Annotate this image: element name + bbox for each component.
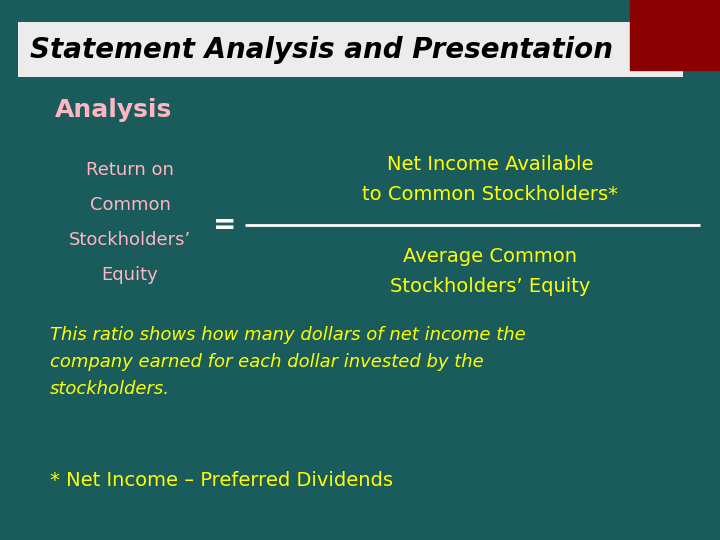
Text: Common: Common bbox=[89, 196, 171, 214]
Text: Stockholders’ Equity: Stockholders’ Equity bbox=[390, 278, 590, 296]
Text: =: = bbox=[213, 211, 237, 239]
Text: Statement Analysis and Presentation: Statement Analysis and Presentation bbox=[30, 36, 613, 64]
Text: Average Common: Average Common bbox=[403, 247, 577, 267]
Text: * Net Income – Preferred Dividends: * Net Income – Preferred Dividends bbox=[50, 470, 393, 489]
Text: Return on: Return on bbox=[86, 161, 174, 179]
Text: Equity: Equity bbox=[102, 266, 158, 284]
Text: to Common Stockholders*: to Common Stockholders* bbox=[362, 186, 618, 205]
Text: Stockholders’: Stockholders’ bbox=[69, 231, 191, 249]
Text: Analysis: Analysis bbox=[55, 98, 172, 122]
Text: Net Income Available: Net Income Available bbox=[387, 156, 593, 174]
Text: This ratio shows how many dollars of net income the: This ratio shows how many dollars of net… bbox=[50, 326, 526, 344]
Text: stockholders.: stockholders. bbox=[50, 380, 170, 398]
Text: company earned for each dollar invested by the: company earned for each dollar invested … bbox=[50, 353, 484, 371]
FancyBboxPatch shape bbox=[18, 22, 683, 77]
